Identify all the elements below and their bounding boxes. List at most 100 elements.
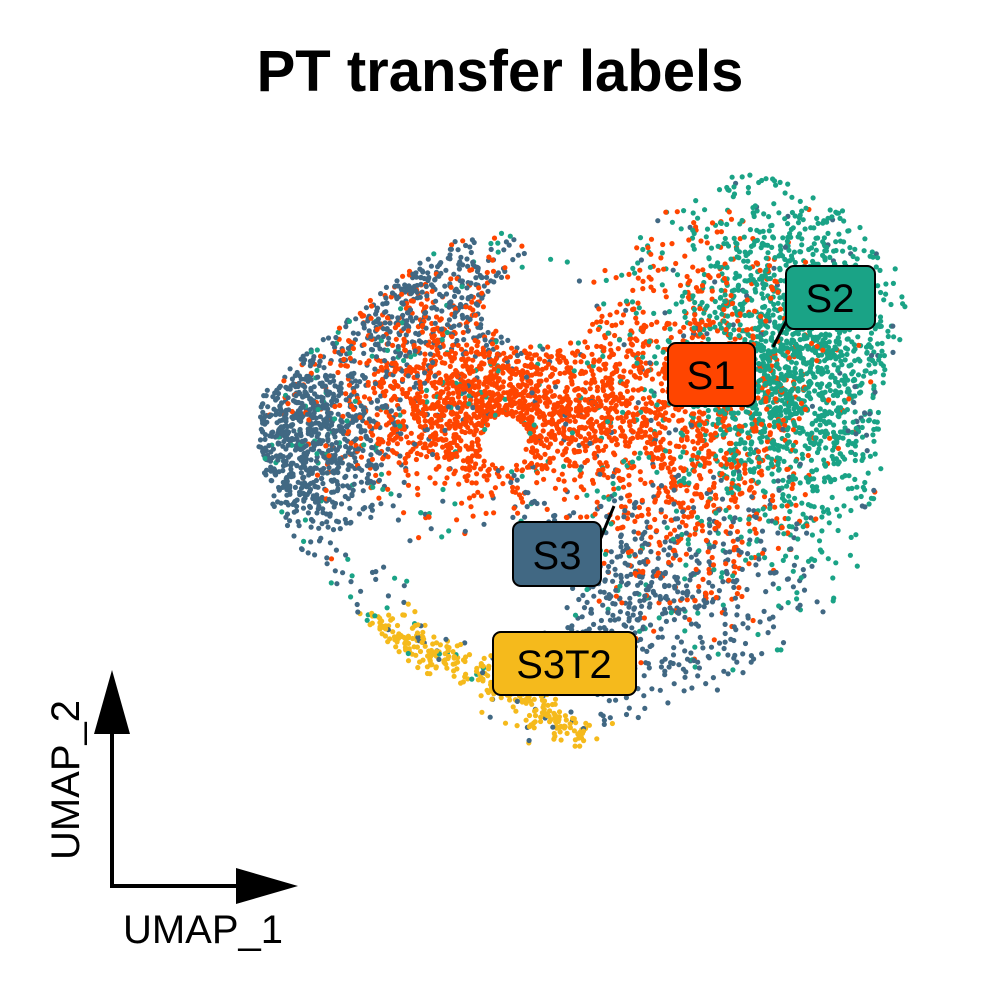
point-s1 [578, 514, 584, 520]
point-s1 [400, 342, 406, 349]
point-s3 [663, 593, 669, 600]
point-s3 [330, 340, 336, 347]
point-s3 [695, 623, 702, 629]
point-s2 [771, 272, 777, 278]
point-s3 [308, 539, 314, 545]
point-s2 [695, 610, 701, 616]
point-s1 [692, 312, 698, 318]
point-s1 [679, 437, 685, 443]
point-s2 [722, 235, 728, 242]
point-s1 [703, 537, 710, 544]
point-s1 [400, 390, 406, 397]
point-s1 [608, 380, 615, 386]
point-s3 [374, 397, 380, 403]
point-s3 [753, 562, 759, 568]
point-s1 [723, 450, 730, 456]
point-s3 [423, 283, 429, 290]
point-s1 [684, 429, 690, 435]
point-s1 [750, 335, 756, 341]
point-s1 [644, 450, 650, 456]
point-s2 [635, 260, 641, 266]
point-s3 [551, 513, 557, 519]
point-s1 [684, 597, 690, 603]
point-s3 [390, 503, 396, 509]
point-s1 [764, 439, 771, 445]
point-s2 [492, 412, 498, 418]
point-s2 [633, 310, 639, 316]
point-s2 [755, 383, 762, 389]
point-s2 [707, 326, 713, 332]
point-s2 [763, 313, 769, 319]
point-s3 [401, 326, 407, 332]
point-s2 [773, 324, 779, 330]
point-s1 [460, 238, 466, 244]
point-s1 [574, 348, 581, 354]
point-s2 [348, 594, 354, 600]
point-s2 [769, 386, 775, 392]
point-s3 [688, 621, 695, 627]
point-s2 [814, 449, 821, 456]
point-s3 [419, 289, 425, 295]
point-s2 [727, 514, 733, 520]
point-s1 [423, 393, 429, 399]
point-s1 [630, 387, 637, 393]
point-s2 [712, 324, 718, 330]
point-s1 [789, 485, 795, 492]
point-s1 [396, 460, 402, 466]
point-s2 [826, 520, 832, 526]
point-s3 [427, 351, 433, 357]
point-s3 [671, 598, 677, 604]
point-s1 [604, 319, 610, 326]
point-s2 [841, 218, 847, 224]
point-s3 [863, 432, 870, 438]
point-s3 [635, 400, 641, 406]
point-s1 [757, 267, 763, 273]
point-s3t2 [502, 720, 509, 726]
point-s3 [370, 445, 376, 451]
point-s1 [633, 374, 639, 380]
point-s1 [366, 358, 372, 364]
point-s3 [371, 320, 377, 326]
point-s1 [651, 287, 657, 294]
point-s2 [877, 314, 884, 320]
point-s1 [592, 433, 598, 440]
point-s3 [597, 589, 604, 595]
point-s2 [378, 471, 385, 477]
point-s1 [422, 357, 428, 363]
point-s1 [378, 364, 384, 370]
point-s1 [594, 343, 600, 349]
point-s3 [645, 541, 651, 547]
point-s3t2 [562, 713, 569, 719]
point-s2 [718, 287, 724, 293]
point-s2 [731, 410, 737, 416]
point-s1 [337, 402, 343, 408]
point-s3 [642, 705, 648, 712]
point-s1 [802, 492, 808, 498]
point-s1 [393, 336, 399, 342]
point-s2 [767, 445, 773, 451]
point-s3 [663, 618, 670, 625]
point-s3 [739, 566, 745, 573]
point-s1 [317, 353, 324, 359]
point-s3 [867, 411, 873, 417]
point-s2 [878, 466, 884, 472]
point-s1 [467, 429, 473, 435]
point-s1 [742, 480, 748, 486]
point-s3 [511, 472, 517, 479]
point-s1 [712, 492, 719, 498]
point-s1 [628, 427, 634, 433]
point-s2 [756, 456, 762, 462]
point-s3 [316, 363, 322, 369]
point-s1 [726, 577, 732, 583]
point-s1 [613, 436, 619, 443]
point-s1 [480, 304, 486, 310]
point-s3 [293, 508, 300, 514]
point-s2 [844, 351, 850, 357]
point-s2 [783, 553, 789, 559]
point-s2 [836, 414, 842, 420]
point-s2 [678, 454, 684, 460]
point-s1 [358, 435, 364, 441]
point-s2 [842, 260, 848, 266]
point-s2 [823, 445, 829, 451]
point-s2 [800, 511, 806, 517]
